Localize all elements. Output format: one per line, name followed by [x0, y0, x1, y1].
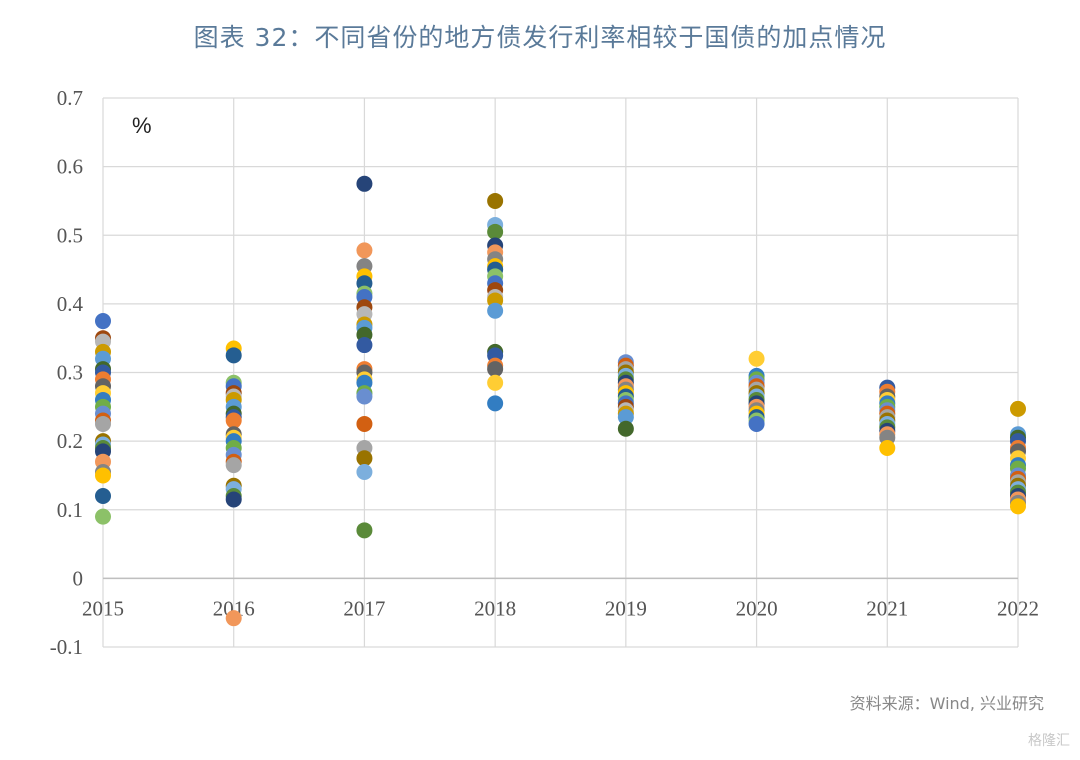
data-point — [225, 491, 242, 508]
data-point — [617, 409, 634, 426]
data-point — [356, 522, 373, 539]
points-layer — [95, 175, 1026, 627]
data-point — [356, 337, 373, 354]
y-tick-label: 0.6 — [57, 155, 83, 179]
x-tick-label: 2019 — [605, 596, 647, 620]
data-point — [748, 350, 765, 367]
data-point — [95, 313, 111, 330]
data-point — [356, 450, 373, 467]
data-point — [95, 415, 111, 432]
data-point — [1010, 498, 1026, 515]
data-point — [617, 420, 634, 437]
data-point — [1010, 400, 1026, 417]
data-point — [487, 223, 504, 240]
data-point — [879, 439, 896, 456]
data-point — [356, 242, 373, 259]
watermark-logo: 格隆汇 — [1028, 733, 1070, 749]
data-point — [356, 175, 373, 192]
data-point — [487, 302, 504, 319]
data-point — [487, 374, 504, 391]
x-tick-label: 2020 — [736, 596, 778, 620]
x-tick-label: 2015 — [82, 596, 124, 620]
x-tick-label: 2021 — [866, 596, 908, 620]
y-tick-label: 0.2 — [57, 429, 83, 453]
chart-title: 图表 32：不同省份的地方债发行利率相较于国债的加点情况 — [193, 23, 887, 52]
data-point — [95, 508, 111, 525]
data-point — [225, 457, 242, 474]
unit-label: % — [132, 113, 152, 138]
y-tick-label: 0 — [73, 566, 84, 590]
data-point — [487, 192, 504, 209]
data-point — [487, 395, 504, 412]
data-point — [356, 388, 373, 405]
data-point — [356, 464, 373, 481]
data-point — [225, 412, 242, 429]
data-point — [487, 361, 504, 378]
data-point — [225, 610, 242, 627]
y-tick-label: 0.1 — [57, 498, 83, 522]
x-tick-label: 2022 — [997, 596, 1039, 620]
source-note: 资料来源：Wind, 兴业研究 — [849, 694, 1044, 713]
grid-layer — [102, 97, 1019, 648]
x-tick-label: 2017 — [343, 596, 385, 620]
data-point — [748, 415, 765, 432]
data-point — [356, 415, 373, 432]
y-tick-label: 0.4 — [57, 292, 84, 316]
x-tick-label: 2018 — [474, 596, 516, 620]
y-tick-label: 0.7 — [57, 86, 83, 110]
data-point — [95, 488, 111, 505]
y-tick-label: 0.5 — [57, 223, 83, 247]
data-point — [95, 467, 111, 484]
y-tick-label: 0.3 — [57, 361, 83, 385]
y-tick-label: -0.1 — [50, 635, 83, 659]
data-point — [225, 347, 242, 364]
